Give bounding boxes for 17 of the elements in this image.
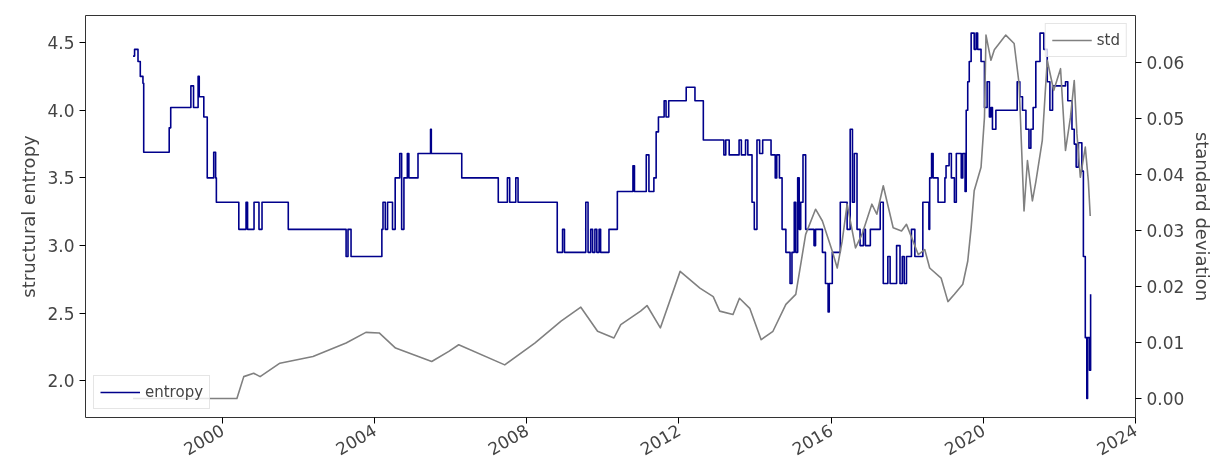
y2-tick-label: 0.05	[1146, 109, 1185, 130]
y2-tick-label: 0.01	[1146, 332, 1185, 353]
y-tick-label: 4.5	[47, 33, 75, 54]
y2-tick-label: 0.00	[1146, 388, 1185, 409]
y-axis-title: structural entropy	[18, 134, 40, 298]
y-tick-label: 2.5	[47, 303, 75, 324]
legend-label: entropy	[145, 383, 204, 401]
y2-tick-label: 0.02	[1146, 276, 1185, 297]
y2-tick-label: 0.03	[1146, 221, 1185, 241]
y2-tick-label: 0.04	[1146, 165, 1185, 186]
y-tick-label: 2.0	[47, 371, 75, 392]
y2-axis-title: standard deviation	[1192, 131, 1214, 302]
y2-tick-label: 0.06	[1146, 53, 1185, 74]
y-tick-label: 3.5	[47, 168, 75, 189]
y-tick-label: 4.0	[47, 100, 75, 121]
legend-label: std	[1096, 31, 1120, 49]
y-tick-label: 3.0	[47, 236, 75, 257]
